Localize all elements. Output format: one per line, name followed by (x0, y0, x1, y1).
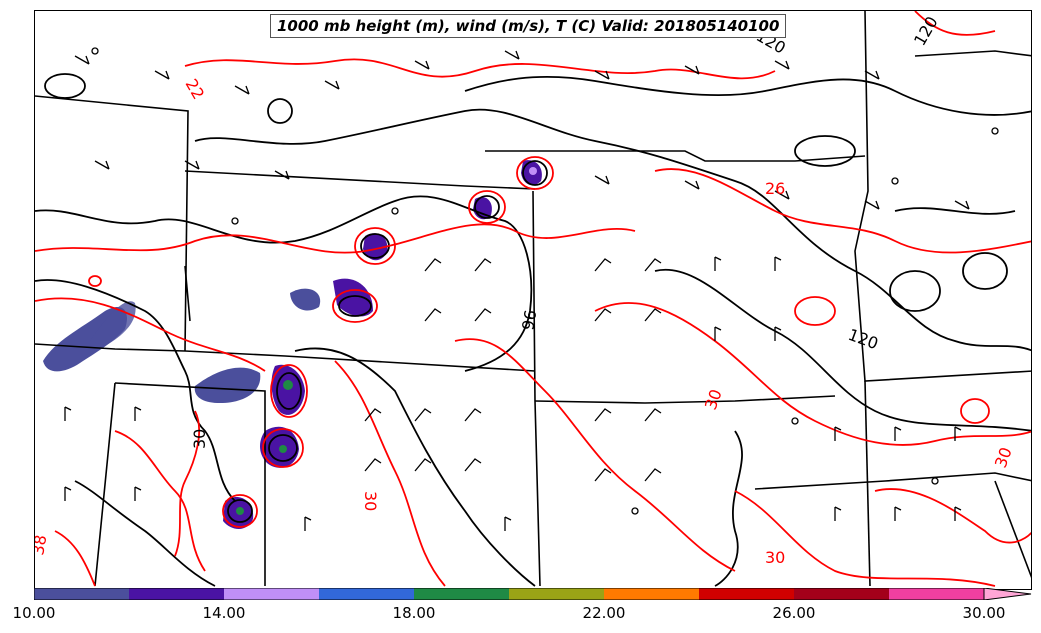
height-label-120-b: 120 (910, 13, 942, 49)
temp-label-22: 22 (182, 76, 209, 103)
colorbar-tick-26: 26.00 (772, 604, 816, 622)
contour-labels: 22 26 30 30 30 30 30 38 120 120 120 96 (35, 13, 1016, 567)
colorbar (34, 588, 1032, 600)
temp-label-30-d: 30 (991, 445, 1016, 471)
colorbar-swatch (794, 588, 890, 600)
colorbar-outline (34, 588, 985, 600)
colorbar-tick-14: 14.00 (202, 604, 246, 622)
precip-shading (43, 160, 542, 529)
colorbar-swatch (414, 588, 510, 600)
map-title: 1000 mb height (m), wind (m/s), T (C) Va… (270, 14, 787, 38)
temp-label-30-b: 30 (701, 387, 726, 413)
map-panel: 22 26 30 30 30 30 30 38 120 120 120 96 (34, 10, 1032, 590)
colorbar-swatch (509, 588, 605, 600)
temp-label-30-a: 30 (361, 491, 380, 511)
colorbar-swatch (224, 588, 320, 600)
temp-label-30-e: 30 (190, 429, 209, 449)
colorbar-swatch (319, 588, 415, 600)
height-label-96: 96 (518, 308, 540, 331)
state-boundaries (35, 11, 1031, 587)
colorbar-tick-30: 30.00 (962, 604, 1006, 622)
temp-label-30-c: 30 (765, 548, 785, 567)
temp-label-26: 26 (765, 179, 785, 198)
weather-map: 22 26 30 30 30 30 30 38 120 120 120 96 (35, 11, 1031, 587)
colorbar-tick-10: 10.00 (12, 604, 56, 622)
height-contours (35, 73, 1031, 587)
colorbar-swatch (34, 588, 130, 600)
colorbar-tick-18: 18.00 (392, 604, 436, 622)
temperature-contours (35, 11, 1031, 587)
wind-barbs (64, 47, 999, 531)
colorbar-swatch (889, 588, 985, 600)
colorbar-swatch (129, 588, 225, 600)
colorbar-swatches (34, 588, 1032, 600)
colorbar-tick-22: 22.00 (582, 604, 626, 622)
temp-label-38: 38 (35, 533, 50, 556)
height-label-120-c: 120 (846, 325, 881, 353)
colorbar-swatch (604, 588, 700, 600)
colorbar-extend-arrow (983, 588, 1032, 600)
colorbar-swatch (699, 588, 795, 600)
